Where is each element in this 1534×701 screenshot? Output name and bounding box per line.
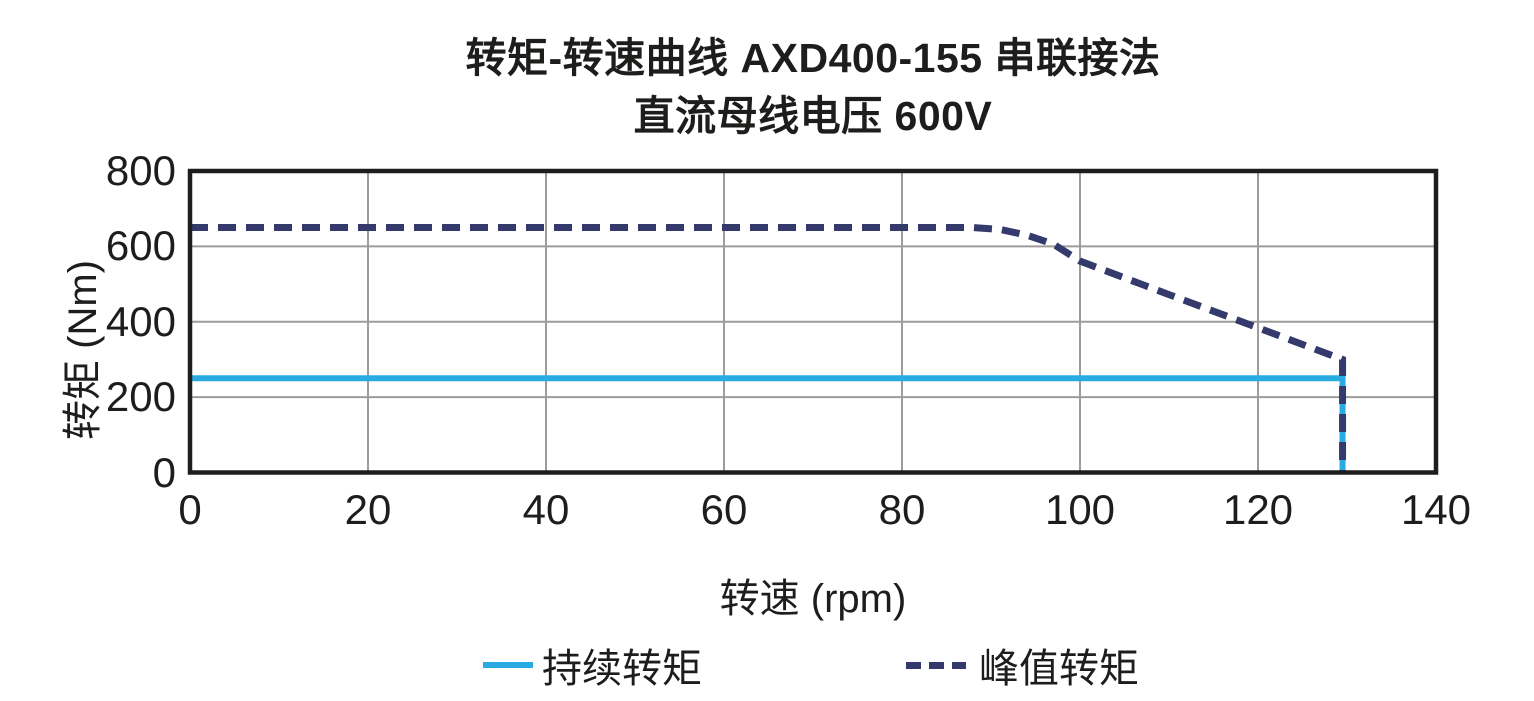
chart-title-line1: 转矩-转速曲线 AXD400-155 串联接法 [465, 35, 1161, 81]
x-axis-label: 转速 (rpm) [719, 577, 907, 621]
x-tick-label: 140 [1400, 486, 1472, 533]
series-line-continuous-torque [190, 375, 1346, 473]
legend-label-peak-torque: 峰值转矩 [979, 647, 1139, 691]
x-tick-label: 80 [878, 486, 926, 533]
x-tick-label: 120 [1222, 486, 1294, 533]
x-tick-label: 20 [344, 486, 392, 533]
x-tick-label: 60 [700, 486, 748, 533]
y-tick-label: 200 [105, 373, 176, 421]
y-tick-label: 600 [105, 222, 176, 270]
chart-title-line2: 直流母线电压 600V [633, 93, 993, 139]
legend-swatch-dashed-line [906, 661, 966, 669]
legend-label-continuous-torque: 持续转矩 [542, 647, 702, 691]
x-tick-label: 40 [522, 486, 570, 533]
y-tick-label: 800 [105, 147, 176, 194]
y-tick-label: 400 [105, 297, 176, 345]
x-tick-label: 100 [1044, 486, 1116, 533]
legend-swatch-solid-line [483, 662, 533, 668]
plot-border [187, 168, 1439, 475]
series-line-peak-torque [190, 224, 1347, 473]
x-tick-label: 0 [178, 486, 202, 533]
legend-item-peak-torque: 峰值转矩 [906, 636, 1139, 694]
legend-item-continuous-torque: 持续转矩 [483, 636, 702, 694]
y-tick-label: 0 [152, 448, 176, 496]
